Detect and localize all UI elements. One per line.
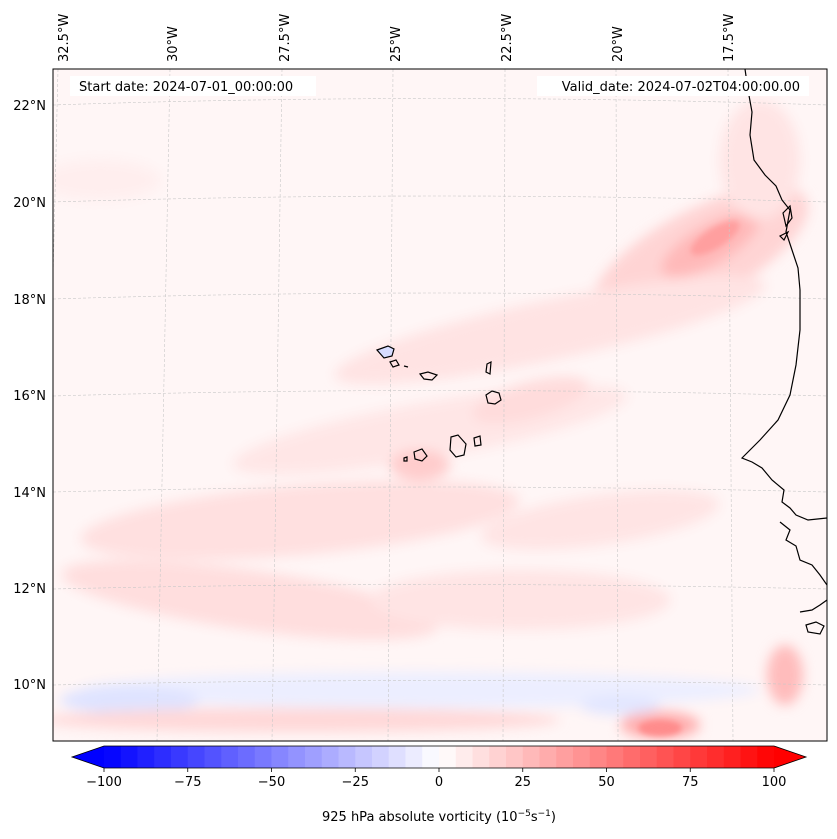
- africa-coastline: [740, 69, 827, 521]
- colorbar-swatch: [623, 746, 641, 768]
- colorbar-tick-label: −75: [174, 775, 201, 790]
- colorbar-swatch: [372, 746, 390, 768]
- colorbar-swatch: [104, 746, 122, 768]
- lon-label-32-5w: 32.5°W: [57, 14, 72, 62]
- colorbar-swatch: [472, 746, 490, 768]
- colorbar-tick-label: −25: [342, 775, 369, 790]
- colorbar-swatch: [673, 746, 691, 768]
- colorbar-swatch: [137, 746, 155, 768]
- colorbar-tick-label: 25: [514, 775, 531, 790]
- lat-label-20n: 20°N: [13, 196, 46, 211]
- colorbar-swatch: [422, 746, 440, 768]
- colorbar-swatch: [556, 746, 574, 768]
- colorbar-tick-label: 0: [435, 775, 443, 790]
- colorbar-swatch: [690, 746, 708, 768]
- lat-label-12n: 12°N: [13, 582, 46, 597]
- colorbar-ticks: −100 −75 −50 −25 0 25 50 75 100: [86, 768, 786, 790]
- lon-label-22-5w: 22.5°W: [500, 14, 515, 62]
- gridlines: [53, 69, 827, 741]
- colorbar-swatch: [506, 746, 524, 768]
- lat-label-16n: 16°N: [13, 389, 46, 404]
- colorbar-swatch: [489, 746, 507, 768]
- colorbar-swatch: [573, 746, 591, 768]
- colorbar-swatch: [656, 746, 675, 768]
- colorbar-swatch: [640, 746, 658, 768]
- colorbar-swatch: [204, 746, 222, 768]
- map-panel: [53, 69, 827, 741]
- colorbar-swatch: [355, 746, 373, 768]
- colorbar-swatch: [455, 746, 474, 768]
- colorbar-swatch: [388, 746, 407, 768]
- colorbar-tick-label: −100: [86, 775, 122, 790]
- colorbar-swatch: [154, 746, 172, 768]
- colorbar: −100 −75 −50 −25 0 25 50 75 100 925 hPa absolute…: [70, 745, 808, 825]
- colorbar-swatch: [171, 746, 189, 768]
- colorbar-swatch: [539, 746, 557, 768]
- colorbar-swatch: [439, 746, 457, 768]
- colorbar-tick-label: 50: [598, 775, 615, 790]
- lat-label-22n: 22°N: [13, 99, 46, 114]
- cape-verde-islands: [375, 345, 502, 462]
- colorbar-swatch: [238, 746, 256, 768]
- colorbar-swatch: [589, 746, 608, 768]
- colorbar-swatch: [405, 746, 423, 768]
- colorbar-swatch: [321, 746, 340, 768]
- colorbar-swatch: [288, 746, 306, 768]
- colorbar-tick-label: 100: [762, 775, 787, 790]
- valid-date-box: [537, 76, 809, 96]
- colorbar-swatch: [522, 746, 541, 768]
- lat-label-14n: 14°N: [13, 486, 46, 501]
- longitude-labels: 32.5°W 30°W 27.5°W 25°W 22.5°W 20°W 17.5…: [57, 14, 737, 62]
- colorbar-max-arrow: [774, 746, 806, 768]
- colorbar-swatch: [271, 746, 289, 768]
- colorbar-tick-label: 75: [682, 775, 699, 790]
- start-date-box: [70, 76, 316, 96]
- colorbar-swatch: [740, 746, 758, 768]
- lon-label-25w: 25°W: [389, 26, 404, 62]
- colorbar-swatch: [305, 746, 323, 768]
- colorbar-label: 925 hPa absolute vorticity (10−5s−1): [322, 809, 556, 825]
- colorbar-swatch: [707, 746, 725, 768]
- colorbar-swatch: [757, 746, 775, 768]
- vorticity-field: [53, 100, 809, 739]
- map-frame: [52, 68, 828, 742]
- lon-label-20w: 20°W: [611, 26, 626, 62]
- lat-label-18n: 18°N: [13, 293, 46, 308]
- colorbar-swatches: [104, 746, 775, 768]
- lon-label-27-5w: 27.5°W: [278, 14, 293, 62]
- colorbar-tick-label: −50: [258, 775, 285, 790]
- lon-label-17-5w: 17.5°W: [722, 14, 737, 62]
- colorbar-min-arrow: [72, 746, 104, 768]
- colorbar-swatch: [723, 746, 742, 768]
- lon-label-30w: 30°W: [166, 26, 181, 62]
- colorbar-swatch: [254, 746, 273, 768]
- lat-label-10n: 10°N: [13, 678, 46, 693]
- colorbar-swatch: [120, 746, 139, 768]
- valid-date-label: Valid_date: 2024-07-02T04:00:00.00: [562, 80, 800, 95]
- colorbar-swatch: [338, 746, 356, 768]
- colorbar-swatch: [606, 746, 624, 768]
- colorbar-swatch: [187, 746, 206, 768]
- colorbar-swatch: [221, 746, 239, 768]
- start-date-label: Start date: 2024-07-01_00:00:00: [79, 80, 293, 95]
- latitude-labels: 22°N 20°N 18°N 16°N 14°N 12°N 10°N: [13, 99, 46, 693]
